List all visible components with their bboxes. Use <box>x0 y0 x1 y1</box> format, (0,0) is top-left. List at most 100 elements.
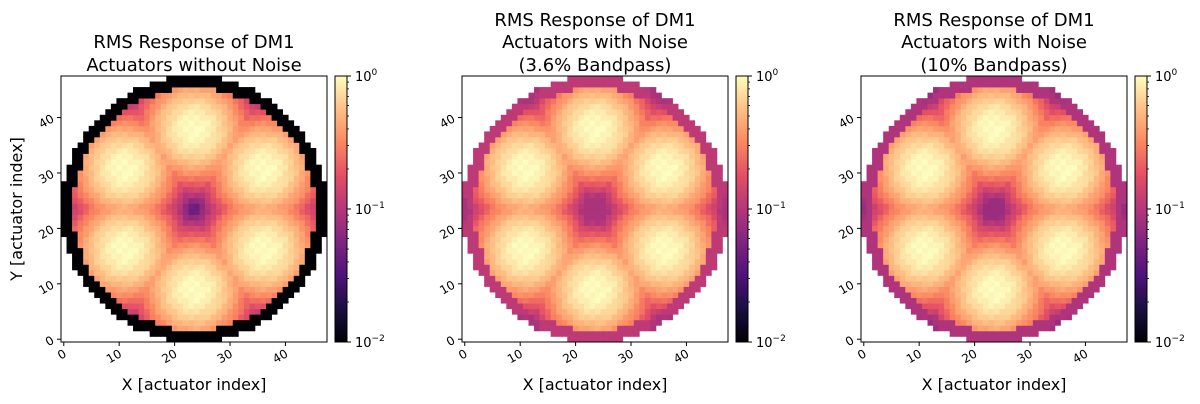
heatmap-cell <box>994 303 1000 310</box>
heatmap-cell <box>534 242 540 249</box>
heatmap-cell <box>644 325 651 332</box>
heatmap-cell <box>650 220 657 226</box>
heatmap-cell <box>944 269 951 276</box>
heatmap-cell <box>1038 264 1045 271</box>
heatmap-cell <box>138 264 145 271</box>
heatmap-cell <box>484 258 491 265</box>
heatmap-cell <box>138 98 145 105</box>
heatmap-cell <box>583 164 590 171</box>
heatmap-cell <box>221 136 228 143</box>
heatmap-cell <box>672 120 679 127</box>
heatmap-cell <box>628 159 635 166</box>
heatmap-cell <box>166 114 173 121</box>
heatmap-cell <box>232 136 239 143</box>
heatmap-cell <box>883 231 890 238</box>
heatmap-cell <box>194 98 200 105</box>
heatmap-cell <box>1010 253 1017 260</box>
heatmap-cell <box>160 292 167 299</box>
heatmap-cell <box>116 148 123 154</box>
heatmap-cell <box>905 303 912 310</box>
heatmap-cell <box>628 286 635 293</box>
heatmap-cell <box>705 170 712 177</box>
heatmap-cell <box>667 186 673 193</box>
heatmap-cell <box>500 120 507 127</box>
heatmap-cell <box>166 220 173 226</box>
heatmap-cell <box>606 314 612 321</box>
heatmap-cell <box>694 281 701 287</box>
heatmap-cell <box>522 164 529 171</box>
heatmap-cell <box>1049 225 1056 232</box>
heatmap-cell <box>600 330 607 337</box>
heatmap-cell <box>899 164 906 171</box>
heatmap-cell <box>1071 231 1078 238</box>
heatmap-cell <box>149 242 156 249</box>
heatmap-cell <box>595 314 601 321</box>
heatmap-cell <box>199 203 206 210</box>
heatmap-cell <box>188 258 195 265</box>
heatmap-cell <box>1066 236 1072 243</box>
heatmap-cell <box>194 236 200 243</box>
heatmap-cell <box>633 269 640 276</box>
heatmap-cell <box>545 314 552 321</box>
heatmap-cell <box>282 136 289 143</box>
heatmap-cell <box>971 170 978 177</box>
heatmap-cell <box>556 220 563 226</box>
heatmap-cell <box>194 159 200 166</box>
heatmap-cell <box>155 148 162 154</box>
heatmap-cell <box>266 109 272 116</box>
heatmap-cell <box>66 170 73 177</box>
heatmap-cell <box>266 231 272 238</box>
heatmap-cell <box>644 225 651 232</box>
heatmap-cell <box>177 114 184 121</box>
heatmap-cell <box>1115 231 1122 238</box>
heatmap-cell <box>628 292 635 299</box>
heatmap-cell <box>539 308 546 315</box>
heatmap-cell <box>282 125 289 132</box>
heatmap-cell <box>545 159 552 166</box>
heatmap-cell <box>517 308 524 315</box>
heatmap-cell <box>266 297 272 304</box>
heatmap-cell <box>661 303 668 310</box>
heatmap-cell <box>282 164 289 171</box>
heatmap-cell <box>210 170 217 177</box>
heatmap-cell <box>971 242 978 249</box>
heatmap-cell <box>700 209 707 215</box>
heatmap-cell <box>944 308 951 315</box>
heatmap-cell <box>315 242 322 249</box>
heatmap-cell <box>672 214 679 221</box>
heatmap-cell <box>888 253 895 260</box>
heatmap-cell <box>500 286 507 293</box>
heatmap-cell <box>1005 209 1011 215</box>
heatmap-cell <box>522 125 529 132</box>
heatmap-cell <box>567 170 574 177</box>
heatmap-cell <box>188 336 195 343</box>
heatmap-cell <box>528 209 535 215</box>
heatmap-cell <box>1016 303 1023 310</box>
heatmap-cell <box>633 103 640 110</box>
heatmap-cell <box>861 197 867 204</box>
heatmap-cell <box>1110 258 1117 265</box>
heatmap-cell <box>121 114 128 121</box>
heatmap-cell <box>672 269 679 276</box>
heatmap-cell <box>72 164 78 171</box>
heatmap-cell <box>905 264 912 271</box>
heatmap-cell <box>595 281 601 287</box>
heatmap-cell <box>177 98 184 105</box>
heatmap-cell <box>105 225 112 232</box>
heatmap-cell <box>583 92 590 99</box>
heatmap-cell <box>177 164 184 171</box>
heatmap-cell <box>1021 236 1028 243</box>
heatmap-cell <box>232 192 239 199</box>
heatmap-cell <box>495 286 502 293</box>
heatmap-cell <box>1077 264 1084 271</box>
heatmap-cell <box>1071 164 1078 171</box>
heatmap-cell <box>121 164 128 171</box>
heatmap-cell <box>94 159 101 166</box>
heatmap-cell <box>678 264 685 271</box>
heatmap-cell <box>866 164 873 171</box>
heatmap-cell <box>205 142 211 149</box>
heatmap-cell <box>589 286 596 293</box>
heatmap-cell <box>1049 220 1056 226</box>
heatmap-cell <box>288 175 295 182</box>
heatmap-cell <box>539 103 546 110</box>
